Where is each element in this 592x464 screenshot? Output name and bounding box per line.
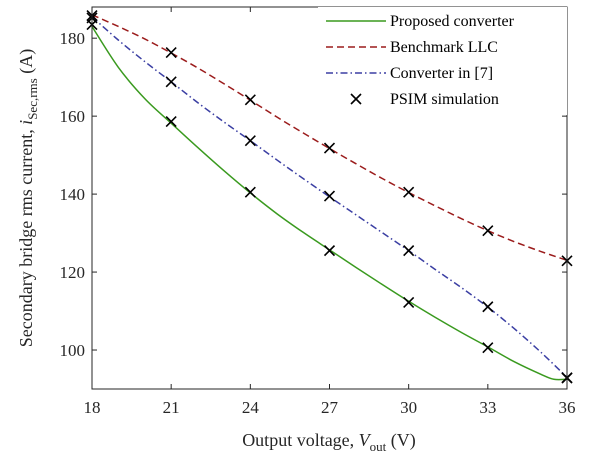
psim-marker-11 xyxy=(323,142,336,154)
x-axis-label-unit: (V) xyxy=(386,430,416,451)
psim-marker-3 xyxy=(165,116,177,128)
psim-marker-16 xyxy=(482,301,494,313)
x-tick-label-0: 18 xyxy=(84,398,101,417)
psim-marker-9 xyxy=(323,245,336,257)
psim-marker-12 xyxy=(403,296,415,309)
x-tick-label-1: 21 xyxy=(163,398,180,417)
y-tick-label-1: 120 xyxy=(60,263,86,282)
x-tick-label-5: 33 xyxy=(479,398,496,417)
x-tick-label-6: 36 xyxy=(559,398,576,417)
psim-marker-10 xyxy=(323,190,336,202)
y-axis-label-text: Secondary bridge rms current, xyxy=(16,125,36,347)
legend-label-psim: PSIM simulation xyxy=(390,91,499,108)
x-axis-label-text: Output voltage, xyxy=(242,430,358,450)
psim-marker-15 xyxy=(482,342,494,354)
x-axis-label-var: V xyxy=(359,430,372,450)
y-axis-label-var: i xyxy=(16,120,36,125)
y-axis-label-unit: (A) xyxy=(16,49,37,79)
psim-marker-13 xyxy=(403,245,415,257)
x-tick-label-3: 27 xyxy=(321,398,339,417)
x-tick-label-4: 30 xyxy=(400,398,417,417)
legend: Proposed converter Benchmark LLC Convert… xyxy=(318,7,567,115)
legend-entry-psim: PSIM simulation xyxy=(350,91,499,108)
legend-entry-converter7: Converter in [7] xyxy=(326,65,493,82)
legend-label-proposed: Proposed converter xyxy=(390,13,515,30)
legend-label-benchmark: Benchmark LLC xyxy=(390,39,498,56)
psim-marker-14 xyxy=(403,186,415,198)
psim-marker-7 xyxy=(244,135,256,147)
legend-box xyxy=(318,7,567,115)
psim-marker-6 xyxy=(244,186,256,198)
y-tick-label-4: 180 xyxy=(60,29,86,48)
y-tick-label-2: 140 xyxy=(60,185,86,204)
y-tick-labels: 100 120 140 160 180 xyxy=(60,29,86,360)
x-tick-label-2: 24 xyxy=(242,398,260,417)
y-axis-label: Secondary bridge rms current, iSec,rms (… xyxy=(16,49,40,347)
legend-label-converter7: Converter in [7] xyxy=(390,65,493,82)
legend-entry-benchmark: Benchmark LLC xyxy=(326,39,498,56)
x-axis-label: Output voltage, Vout (V) xyxy=(242,430,416,454)
x-axis-label-sub: out xyxy=(370,439,387,454)
psim-marker-17 xyxy=(482,225,494,237)
y-axis-label-sub: Sec,rms xyxy=(25,78,40,120)
x-tick-labels: 18 21 24 27 30 33 36 xyxy=(84,398,576,417)
y-tick-label-0: 100 xyxy=(60,341,86,360)
psim-marker-8 xyxy=(244,94,256,106)
y-tick-label-3: 160 xyxy=(60,107,86,126)
legend-entry-proposed: Proposed converter xyxy=(326,13,515,30)
psim-marker-5 xyxy=(165,47,177,59)
legend-swatch-psim xyxy=(350,93,362,105)
psim-marker-4 xyxy=(165,76,177,88)
series-line-0 xyxy=(91,26,568,381)
